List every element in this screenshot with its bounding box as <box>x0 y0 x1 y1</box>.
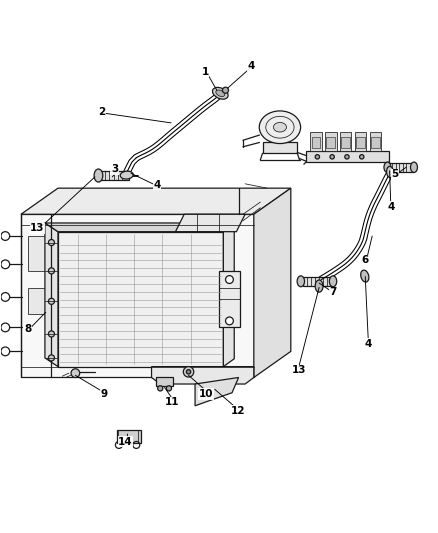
Circle shape <box>360 155 364 159</box>
Circle shape <box>184 367 194 377</box>
Circle shape <box>48 268 54 274</box>
Circle shape <box>166 386 172 391</box>
Polygon shape <box>45 223 58 367</box>
Circle shape <box>1 232 10 240</box>
Circle shape <box>1 323 10 332</box>
Circle shape <box>48 355 54 361</box>
Text: 4: 4 <box>364 339 372 349</box>
Circle shape <box>223 87 229 93</box>
Ellipse shape <box>216 90 225 96</box>
Text: 10: 10 <box>199 389 213 399</box>
Circle shape <box>48 331 54 337</box>
Ellipse shape <box>410 162 417 173</box>
Bar <box>58 232 223 367</box>
Bar <box>306 151 389 162</box>
Bar <box>156 377 173 386</box>
Bar <box>355 132 366 151</box>
Ellipse shape <box>315 280 323 292</box>
Ellipse shape <box>120 171 133 179</box>
Bar <box>101 171 129 180</box>
Bar <box>117 430 141 443</box>
Text: 4: 4 <box>153 180 161 190</box>
Circle shape <box>226 317 233 325</box>
Circle shape <box>345 155 349 159</box>
Bar <box>28 288 45 314</box>
Ellipse shape <box>297 276 304 287</box>
Bar <box>311 132 322 151</box>
Text: 11: 11 <box>165 397 179 407</box>
Circle shape <box>330 155 334 159</box>
Text: 8: 8 <box>24 324 31 334</box>
Circle shape <box>158 386 163 391</box>
Ellipse shape <box>384 162 391 173</box>
Polygon shape <box>152 367 254 384</box>
Text: 13: 13 <box>291 365 306 375</box>
Text: 9: 9 <box>100 389 107 399</box>
Text: 4: 4 <box>387 202 395 212</box>
Circle shape <box>1 293 10 301</box>
Ellipse shape <box>94 169 103 182</box>
Bar <box>312 137 321 148</box>
Circle shape <box>315 155 320 159</box>
Bar <box>370 132 381 151</box>
Bar <box>303 277 331 286</box>
Bar <box>356 137 365 148</box>
Ellipse shape <box>273 123 286 132</box>
Circle shape <box>186 370 191 374</box>
Text: 12: 12 <box>230 406 245 416</box>
Polygon shape <box>45 223 234 232</box>
Circle shape <box>48 239 54 246</box>
Bar <box>325 132 336 151</box>
Circle shape <box>71 369 80 377</box>
Ellipse shape <box>329 276 337 287</box>
Ellipse shape <box>259 111 300 143</box>
Text: 7: 7 <box>329 287 337 297</box>
Polygon shape <box>21 188 291 214</box>
Polygon shape <box>195 377 239 406</box>
Circle shape <box>1 260 10 269</box>
Bar <box>389 163 413 172</box>
Polygon shape <box>21 214 254 377</box>
Polygon shape <box>223 224 234 367</box>
Text: 2: 2 <box>98 107 105 117</box>
Bar <box>340 132 351 151</box>
Text: 14: 14 <box>118 437 133 447</box>
Text: 3: 3 <box>111 164 118 174</box>
Ellipse shape <box>212 87 228 99</box>
Bar <box>326 137 335 148</box>
Text: 1: 1 <box>201 67 208 77</box>
Bar <box>341 137 350 148</box>
Text: 6: 6 <box>361 255 368 265</box>
Polygon shape <box>262 142 297 154</box>
Bar <box>219 271 240 327</box>
Text: 13: 13 <box>30 223 45 233</box>
Polygon shape <box>254 188 291 377</box>
Circle shape <box>226 276 233 284</box>
Ellipse shape <box>387 166 394 177</box>
Polygon shape <box>176 214 245 232</box>
Ellipse shape <box>361 270 369 282</box>
Circle shape <box>48 298 54 304</box>
Bar <box>371 137 380 148</box>
Circle shape <box>1 347 10 356</box>
Bar <box>28 236 45 271</box>
Text: 5: 5 <box>392 169 399 179</box>
Text: 4: 4 <box>248 61 255 71</box>
